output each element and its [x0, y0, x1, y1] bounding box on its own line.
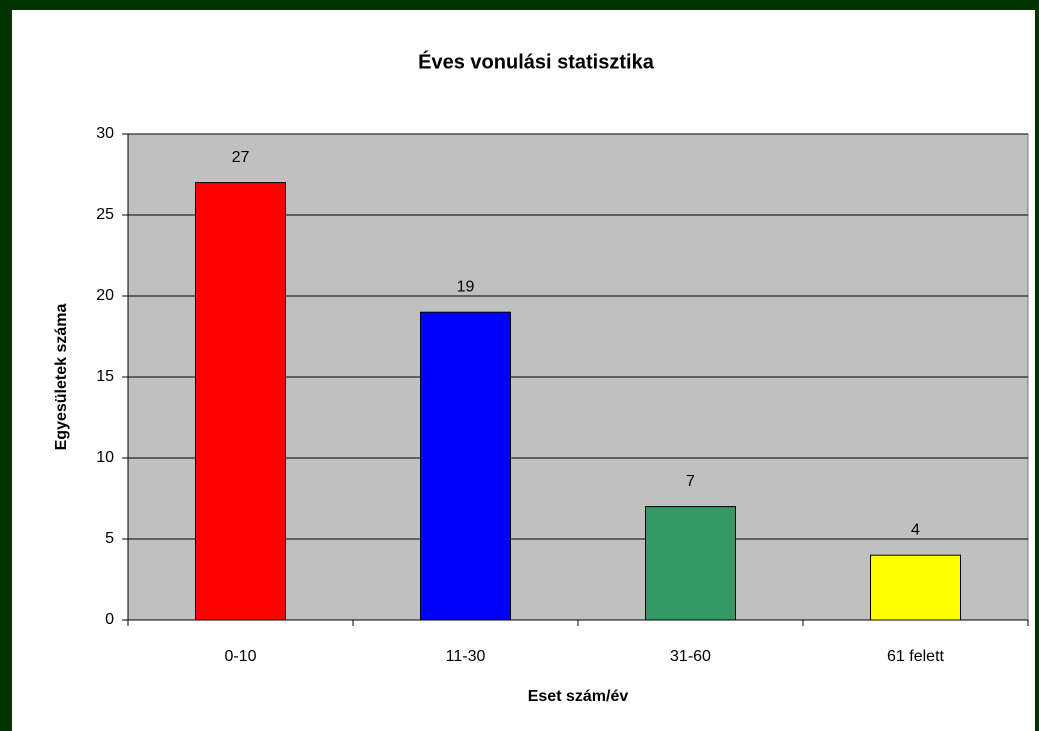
- y-tick-label: 15: [96, 368, 114, 385]
- data-label: 19: [457, 278, 475, 295]
- y-tick-label: 0: [105, 611, 114, 628]
- chart-title: Éves vonulási statisztika: [418, 50, 655, 73]
- data-label: 4: [911, 521, 920, 538]
- x-tick-label: 31-60: [670, 648, 711, 665]
- bar: [195, 182, 286, 621]
- data-label: 27: [232, 149, 250, 166]
- bar: [870, 554, 961, 621]
- x-axis-label: Eset szám/év: [528, 688, 629, 705]
- y-tick-label: 20: [96, 287, 114, 304]
- y-tick-label: 25: [96, 206, 114, 223]
- y-tick-label: 30: [96, 125, 114, 142]
- y-tick-label: 5: [105, 530, 114, 547]
- y-tick-label: 10: [96, 449, 114, 466]
- x-tick-label: 0-10: [224, 648, 256, 665]
- x-tick-label: 61 felett: [887, 648, 944, 665]
- y-axis-label: Egyesületek száma: [53, 304, 70, 451]
- x-tick-label: 11-30: [446, 648, 486, 665]
- bar: [420, 311, 511, 621]
- data-label: 7: [686, 473, 695, 490]
- bar: [645, 506, 736, 621]
